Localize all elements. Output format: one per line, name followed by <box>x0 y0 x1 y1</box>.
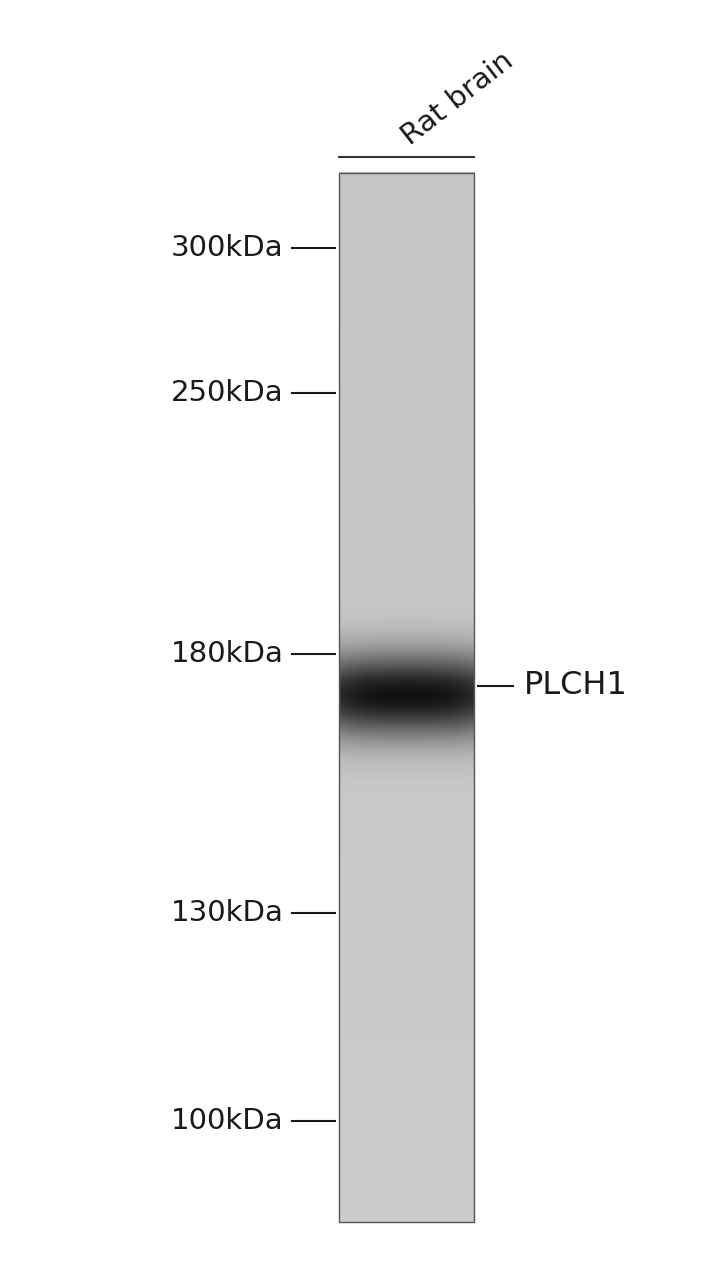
Bar <box>339 173 474 1222</box>
Text: 250kDa: 250kDa <box>171 379 284 407</box>
Text: 300kDa: 300kDa <box>171 234 284 262</box>
Text: PLCH1: PLCH1 <box>524 671 628 701</box>
Text: 100kDa: 100kDa <box>171 1107 284 1135</box>
Text: Rat brain: Rat brain <box>396 47 518 151</box>
Text: 180kDa: 180kDa <box>171 640 284 668</box>
Text: 130kDa: 130kDa <box>171 899 284 927</box>
